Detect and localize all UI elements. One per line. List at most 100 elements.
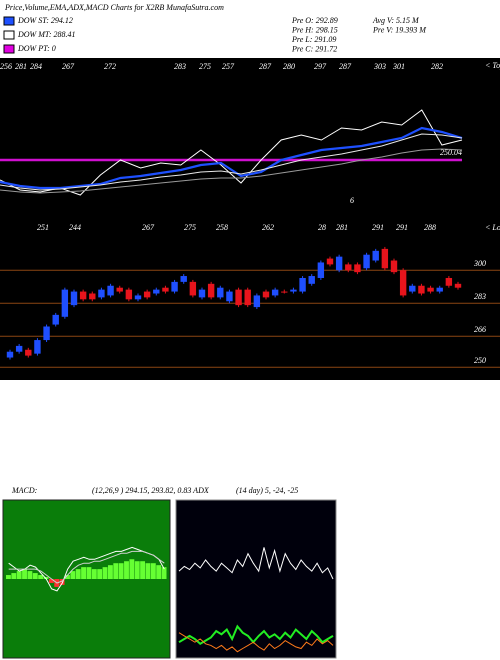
- candle-body: [253, 295, 261, 308]
- marker-label: 6: [350, 196, 354, 205]
- line: [178, 624, 334, 646]
- candle-body: [299, 277, 306, 292]
- line: [178, 547, 334, 580]
- top-label: 280: [283, 62, 295, 71]
- candle-body: [79, 291, 87, 300]
- candle-body: [290, 289, 297, 292]
- y-tick-label: 300: [473, 259, 486, 268]
- candle-body: [345, 264, 352, 271]
- y-tick-label: 283: [474, 292, 486, 301]
- candle-body: [363, 254, 370, 269]
- y-tick-label: 266: [474, 325, 486, 334]
- top-label: 256: [0, 62, 12, 71]
- candle-body: [198, 289, 206, 298]
- side-label: < Lows: [485, 223, 500, 232]
- histogram-bar: [86, 567, 92, 579]
- legend-swatch: [3, 30, 15, 40]
- legend-swatch: [3, 44, 15, 54]
- histogram-bar: [48, 579, 54, 583]
- histogram-bar: [22, 569, 27, 579]
- top-label: 281: [15, 62, 27, 71]
- stat: Pre H: 298.15: [291, 25, 338, 34]
- macd-title: MACD:: [11, 486, 38, 495]
- candle-body: [162, 287, 169, 292]
- candle-body: [281, 291, 288, 293]
- histogram-bar: [102, 567, 108, 579]
- top-label: 303: [373, 62, 386, 71]
- histogram-bar: [140, 561, 146, 579]
- low-label: 251: [37, 223, 49, 232]
- top-label: 272: [104, 62, 116, 71]
- top-label: 257: [222, 62, 235, 71]
- candle-body: [390, 260, 398, 273]
- candle-body: [70, 291, 78, 306]
- candle-body: [217, 287, 224, 298]
- candle-body: [244, 289, 251, 306]
- low-label: 291: [396, 223, 408, 232]
- candle-body: [134, 295, 142, 300]
- histogram-bar: [118, 563, 124, 579]
- candle-body: [317, 262, 325, 278]
- low-label: 288: [424, 223, 436, 232]
- main-panel-bg: [0, 58, 500, 380]
- stat: Pre V: 19.393 M: [372, 25, 427, 34]
- candle-body: [6, 351, 14, 358]
- line: [8, 550, 165, 584]
- macd-label: (12,26,9 ) 294.15, 293.82, 0.83 ADX: [92, 486, 210, 495]
- histogram-bar: [11, 573, 17, 579]
- candle-body: [399, 270, 407, 296]
- low-label: 244: [69, 223, 81, 232]
- candle-body: [89, 293, 96, 300]
- candle-body: [61, 289, 69, 317]
- top-label: 287: [339, 62, 352, 71]
- candle-body: [418, 285, 425, 294]
- histogram-bar: [27, 571, 33, 579]
- top-label: 284: [30, 62, 42, 71]
- candle-body: [116, 287, 123, 292]
- low-label: 258: [216, 223, 228, 232]
- candle-body: [98, 289, 105, 298]
- histogram-bar: [32, 573, 38, 579]
- candle-body: [235, 289, 242, 306]
- stat: Pre C: 291.72: [291, 44, 337, 53]
- top-label: 287: [259, 62, 272, 71]
- low-label: 262: [262, 223, 274, 232]
- histogram-bar: [16, 571, 22, 579]
- candle-body: [180, 276, 187, 282]
- histogram-bar: [70, 571, 76, 579]
- line: [0, 133, 463, 191]
- candle-body: [381, 248, 389, 269]
- candle-body: [326, 258, 334, 265]
- candle-body: [445, 277, 453, 286]
- adx-label: (14 day) 5, -24, -25: [236, 486, 298, 495]
- candle-body: [43, 326, 50, 341]
- candle-body: [153, 289, 160, 294]
- chart-title: Price,Volume,EMA,ADX,MACD Charts for X2R…: [4, 3, 224, 12]
- candle-body: [52, 314, 59, 325]
- top-label: 283: [174, 62, 186, 71]
- candle-body: [372, 250, 379, 261]
- candle-body: [125, 289, 133, 300]
- histogram-bar: [134, 561, 140, 579]
- low-label: 275: [184, 223, 196, 232]
- legend-label: DOW MT: 288.41: [17, 30, 76, 39]
- top-label: 297: [314, 62, 327, 71]
- stat: Avg V: 5.15 M: [372, 16, 420, 25]
- line: [0, 148, 463, 194]
- candle-body: [15, 345, 23, 352]
- low-label: 267: [142, 223, 155, 232]
- low-label: 28: [318, 223, 326, 232]
- candle-body: [189, 281, 197, 296]
- line: [0, 126, 463, 190]
- candle-body: [409, 285, 416, 292]
- histogram-bar: [81, 567, 86, 579]
- candle-body: [262, 291, 270, 298]
- adx-panel-bg: [175, 499, 337, 659]
- histogram-bar: [150, 563, 156, 579]
- candle-body: [34, 340, 41, 354]
- candle-body: [107, 285, 114, 296]
- low-label: 291: [372, 223, 384, 232]
- candle-body: [207, 283, 215, 298]
- histogram-bar: [38, 575, 44, 579]
